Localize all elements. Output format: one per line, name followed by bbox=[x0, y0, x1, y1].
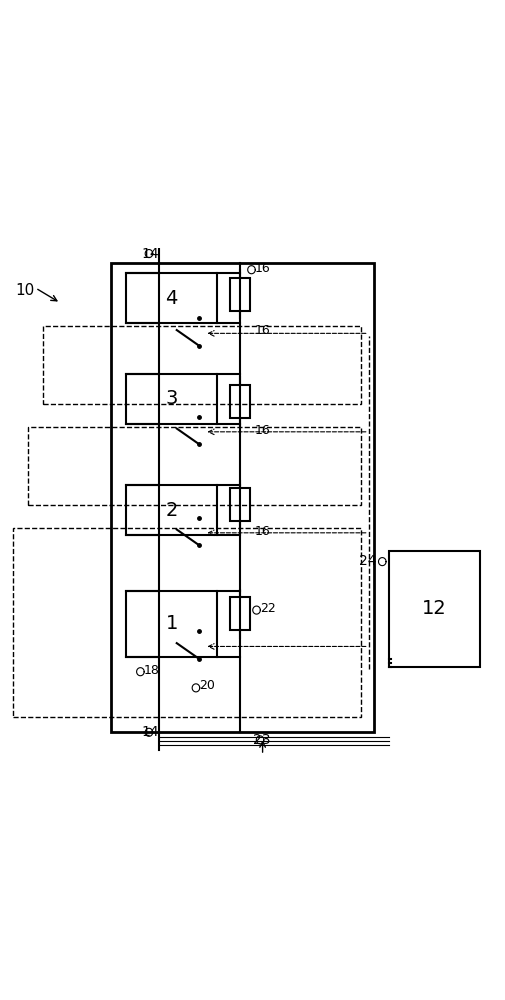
Bar bbox=[230, 278, 250, 311]
Text: 2: 2 bbox=[166, 501, 178, 520]
Text: 16: 16 bbox=[255, 424, 271, 437]
Text: 14: 14 bbox=[141, 725, 159, 739]
Text: 4: 4 bbox=[166, 288, 178, 308]
Text: 16: 16 bbox=[255, 525, 271, 538]
Bar bbox=[111, 263, 374, 732]
Bar bbox=[230, 488, 250, 521]
Text: 10: 10 bbox=[15, 283, 34, 298]
Text: 20: 20 bbox=[199, 679, 215, 692]
Bar bbox=[126, 374, 217, 424]
Text: 22: 22 bbox=[260, 602, 276, 615]
Text: 14: 14 bbox=[141, 247, 159, 261]
Text: 23: 23 bbox=[252, 733, 270, 747]
Bar bbox=[126, 591, 217, 657]
Bar bbox=[126, 485, 217, 535]
Text: 24: 24 bbox=[359, 554, 376, 568]
Text: 18: 18 bbox=[144, 664, 160, 677]
Text: 16: 16 bbox=[255, 324, 271, 337]
Bar bbox=[43, 326, 361, 404]
Bar bbox=[126, 273, 217, 323]
Bar bbox=[230, 597, 250, 630]
Text: 3: 3 bbox=[166, 389, 178, 408]
Text: 12: 12 bbox=[422, 599, 447, 618]
Bar bbox=[28, 427, 361, 505]
Text: 16: 16 bbox=[255, 262, 271, 275]
Bar bbox=[230, 385, 250, 418]
Bar bbox=[13, 528, 361, 717]
Bar bbox=[389, 550, 480, 667]
Text: 1: 1 bbox=[166, 614, 178, 633]
